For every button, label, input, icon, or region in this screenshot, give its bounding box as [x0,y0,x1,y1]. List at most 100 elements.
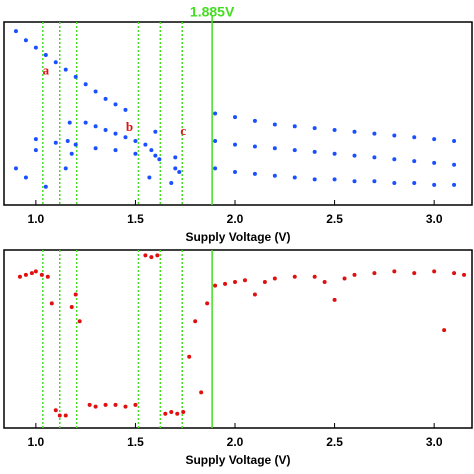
point [57,413,62,418]
point [33,45,38,50]
point [123,107,128,112]
point [372,271,377,276]
point [93,146,98,151]
point [372,155,377,160]
point [342,276,347,281]
point [352,153,357,158]
point [149,255,154,260]
x-axis-label: Supply Voltage (V) [185,453,290,467]
point [23,175,28,180]
point [63,413,68,418]
point [143,142,148,147]
x-tick-label: 2.5 [326,435,343,449]
point [233,280,238,285]
point [173,166,178,171]
point [181,409,186,414]
point [432,160,437,165]
point [352,272,357,277]
plot-frame [3,21,473,206]
point [33,269,38,274]
point [432,269,437,274]
point [312,149,317,154]
point [292,274,297,279]
point [175,411,180,416]
point [187,354,192,359]
point [147,175,152,180]
point [143,253,148,258]
point [372,131,377,136]
point [13,29,18,34]
point [33,148,38,153]
point [63,166,68,171]
point [177,170,182,175]
annotation: c [180,123,186,138]
point [442,328,447,333]
point [322,280,327,285]
annotation: a [43,62,50,77]
point [113,102,118,107]
point [73,292,78,297]
point [123,404,128,409]
point [73,142,78,147]
point [63,67,68,72]
point [93,404,98,409]
point [173,155,178,160]
point [45,274,50,279]
point [272,146,277,151]
point [292,148,297,153]
point [462,272,467,277]
point [53,140,58,145]
point [372,179,377,184]
x-tick-label: 3.0 [426,212,443,226]
point [213,138,218,143]
point [332,297,337,302]
point [93,89,98,94]
point [233,115,238,120]
point [39,272,44,277]
point [23,38,28,43]
point [272,122,277,127]
point [113,148,118,153]
point [53,60,58,65]
point [332,151,337,156]
plot-frame [3,249,473,429]
x-tick-label: 1.0 [28,435,45,449]
x-tick-label: 3.0 [426,435,443,449]
point [153,153,158,158]
point [169,181,174,186]
point [23,272,28,277]
x-axis-label: Supply Voltage (V) [185,230,290,244]
point [252,292,257,297]
point [53,408,58,413]
point [93,124,98,129]
x-tick-label: 2.5 [326,212,343,226]
point [412,135,417,140]
point [452,271,457,276]
point [133,151,138,156]
point [49,301,54,306]
point [252,171,257,176]
point [392,181,397,186]
point [213,283,218,288]
point [103,402,108,407]
point [155,253,160,258]
point [312,177,317,182]
point [272,173,277,178]
point [33,137,38,142]
marker-label: 1.885V [190,4,235,20]
point [262,280,267,285]
point [69,304,74,309]
x-tick-label: 2.0 [227,212,244,226]
point [392,269,397,274]
point [292,124,297,129]
x-tick-label: 2.0 [227,435,244,449]
point [452,138,457,143]
point [77,319,82,324]
point [213,166,218,171]
point [392,133,397,138]
point [205,301,210,306]
point [432,137,437,142]
point [332,127,337,132]
point [412,159,417,164]
point [392,157,397,162]
